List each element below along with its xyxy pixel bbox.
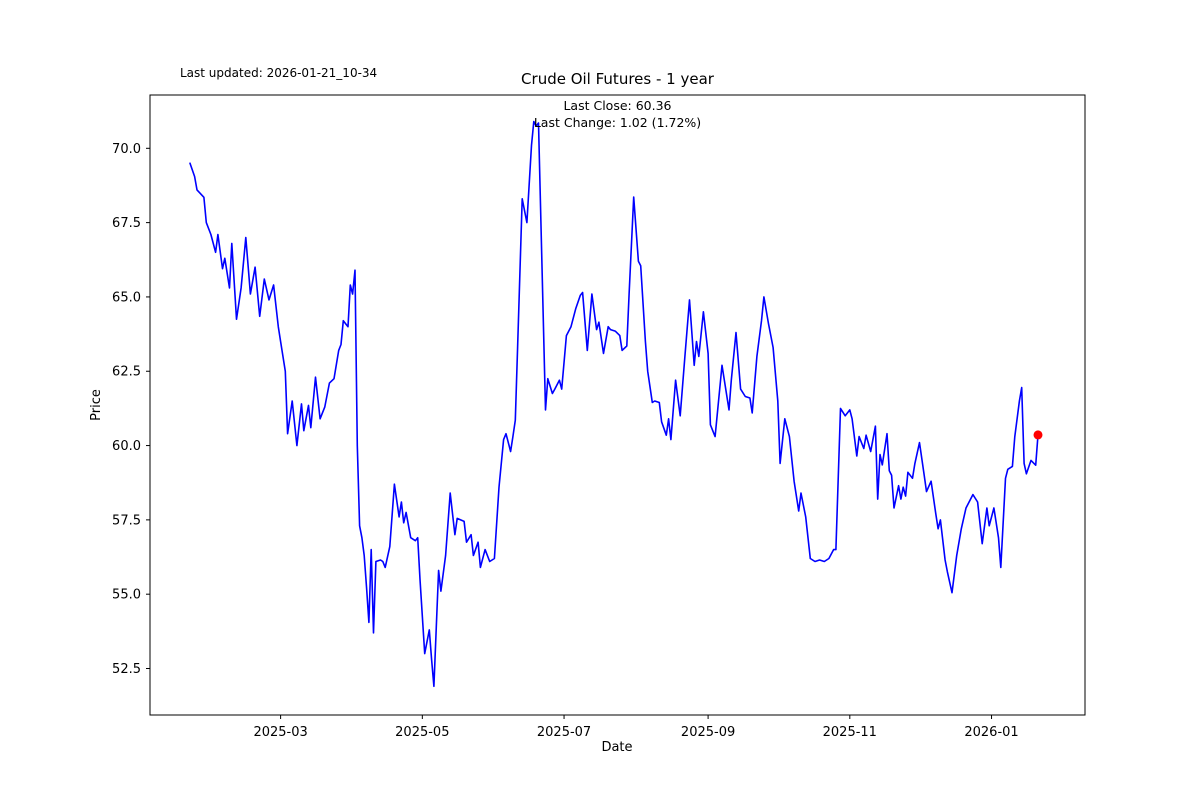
y-axis-label: Price bbox=[89, 389, 104, 421]
last-price-marker bbox=[1033, 430, 1043, 440]
y-tick-label: 70.0 bbox=[112, 142, 141, 157]
axes-box bbox=[149, 94, 1086, 716]
y-tick-label: 62.5 bbox=[112, 365, 141, 380]
last-close-annotation: Last Close: 60.36 Last Change: 1.02 (1.7… bbox=[150, 97, 1085, 131]
x-axis-ticks: 2025-03 2025-05 2025-07 2025-09 2025-11 2026-… bbox=[253, 715, 1019, 740]
y-tick-label: 60.0 bbox=[112, 439, 141, 454]
x-tick-label: 2025-09 bbox=[681, 725, 735, 740]
x-tick-label: 2025-03 bbox=[253, 725, 307, 740]
price-line bbox=[189, 120, 1039, 688]
y-tick-label: 57.5 bbox=[112, 513, 141, 528]
x-tick-label: 2025-05 bbox=[395, 725, 449, 740]
y-tick-label: 67.5 bbox=[112, 216, 141, 231]
y-tick-label: 52.5 bbox=[112, 662, 141, 677]
chart-title: Crude Oil Futures - 1 year bbox=[521, 70, 714, 88]
y-tick-label: 55.0 bbox=[112, 588, 141, 603]
last-close-line: Last Close: 60.36 bbox=[563, 98, 672, 113]
last-updated-text: Last updated: 2026-01-21_10-34 bbox=[180, 66, 378, 80]
x-tick-label: 2025-07 bbox=[537, 725, 591, 740]
y-tick-label: 65.0 bbox=[112, 290, 141, 305]
x-tick-label: 2025-11 bbox=[823, 725, 877, 740]
x-axis-label: Date bbox=[601, 740, 632, 755]
last-change-line: Last Change: 1.02 (1.72%) bbox=[533, 115, 702, 130]
x-tick-label: 2026-01 bbox=[964, 725, 1018, 740]
y-axis-ticks: 52.5 55.0 57.5 60.0 62.5 65.0 67.5 70.0 bbox=[112, 142, 150, 677]
